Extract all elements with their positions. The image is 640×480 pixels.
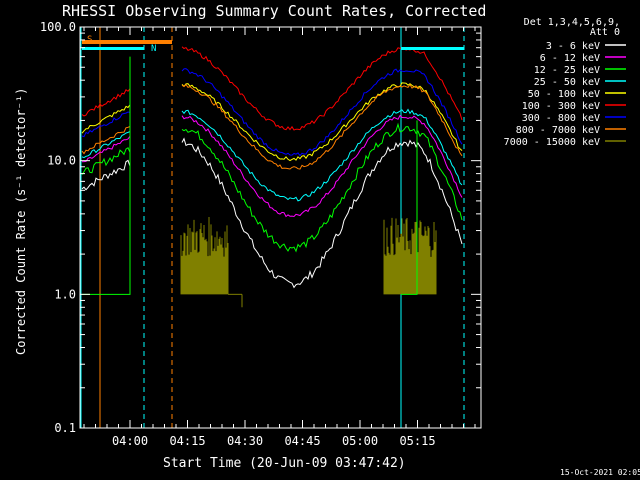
series-line <box>82 56 131 295</box>
y-tick-label: 0.1 <box>54 421 76 435</box>
legend-label: 25 - 50 keV <box>534 77 600 88</box>
x-tick-label: 04:00 <box>112 434 148 448</box>
y-tick-label: 1.0 <box>54 287 76 301</box>
legend-label: 100 - 300 keV <box>522 101 600 112</box>
series-line <box>81 122 463 253</box>
series-line <box>81 137 463 289</box>
legend-header: Att 0 <box>590 27 620 38</box>
legend-label: 7000 - 15000 keV <box>504 137 600 148</box>
plot-frame <box>79 26 482 429</box>
legend-label: 800 - 7000 keV <box>516 125 600 136</box>
legend-header: Det 1,3,4,5,6,9, <box>524 17 620 28</box>
x-tick-label: 05:00 <box>342 434 378 448</box>
flag-label-n: N <box>151 44 156 54</box>
series-line <box>81 114 463 218</box>
flag-bar-s <box>82 40 172 44</box>
y-tick-label: 10.0 <box>47 154 76 168</box>
series-line <box>81 108 463 202</box>
chart-title: RHESSI Observing Summary Count Rates, Co… <box>62 2 486 20</box>
legend-label: 3 - 6 keV <box>546 41 600 52</box>
series-line <box>401 120 418 295</box>
series-line <box>81 68 463 157</box>
x-tick-label: 04:45 <box>284 434 320 448</box>
series-line <box>81 83 463 170</box>
legend-label: 6 - 12 keV <box>540 53 600 64</box>
x-axis-label: Start Time (20-Jun-09 03:47:42) <box>163 456 406 471</box>
legend-label: 300 - 800 keV <box>522 113 600 124</box>
flag-bar-n <box>401 47 464 50</box>
x-tick-label: 04:30 <box>227 434 263 448</box>
series-line <box>81 82 463 162</box>
footer-timestamp: 15-Oct-2021 02:05 <box>560 468 640 477</box>
series-line <box>81 46 463 131</box>
y-axis-label: Corrected Count Rate (s⁻¹ detector⁻¹) <box>14 88 28 355</box>
legend-label: 12 - 25 keV <box>534 65 600 76</box>
x-tick-label: 04:15 <box>169 434 205 448</box>
flag-bar-n <box>82 47 144 50</box>
legend-label: 50 - 100 keV <box>528 89 600 100</box>
flag-label-s: S <box>87 35 92 45</box>
y-tick-label: 100.0 <box>40 20 76 34</box>
x-tick-label: 05:15 <box>399 434 435 448</box>
